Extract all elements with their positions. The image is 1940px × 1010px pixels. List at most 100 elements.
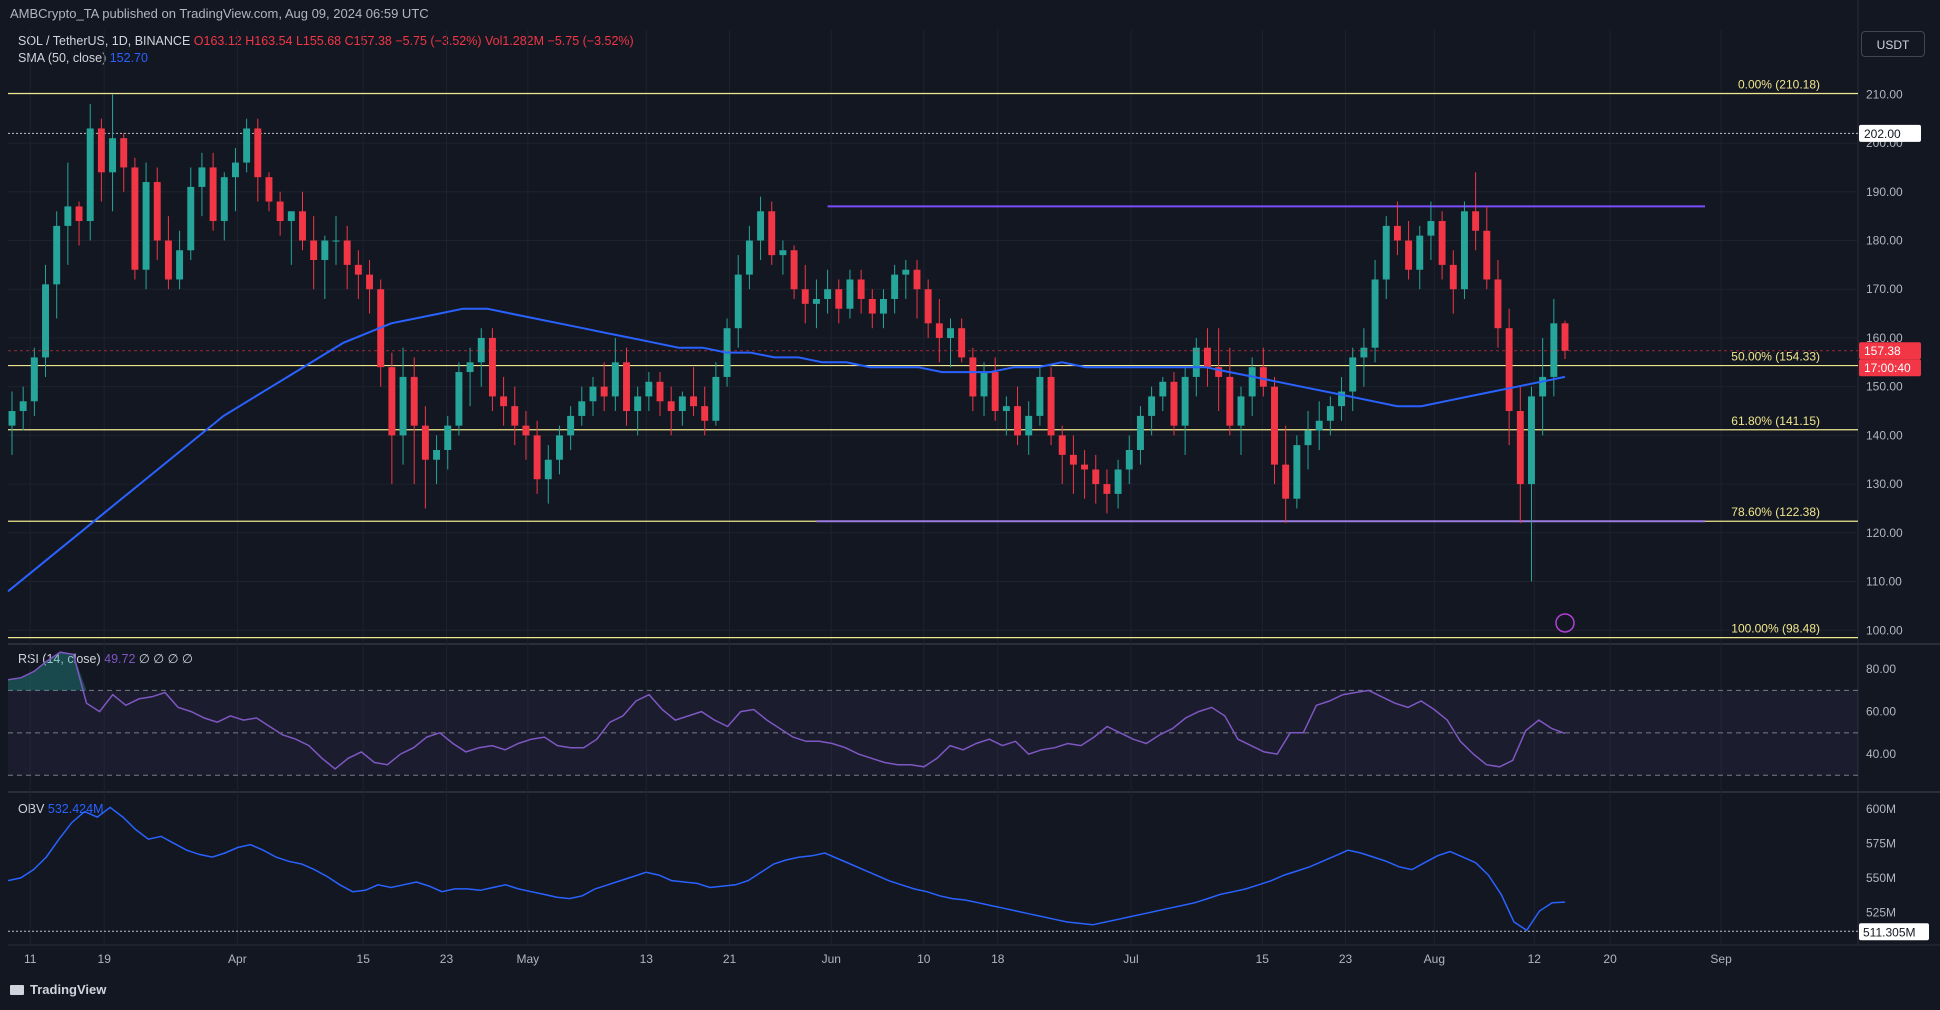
candle-body (500, 396, 508, 407)
candle-body (1192, 347, 1200, 377)
candle-body (287, 211, 295, 222)
candle-body (734, 274, 742, 329)
candle-body (891, 274, 899, 299)
x-tick-label: Apr (228, 952, 247, 966)
y-tick-label: 100.00 (1866, 623, 1903, 637)
sma-path (7, 307, 1566, 593)
fib-label: 0.00% (210.18) (1738, 77, 1820, 91)
candle-body (1204, 347, 1211, 368)
candle-body (276, 201, 284, 222)
y-tick-label: 140.00 (1866, 428, 1903, 442)
candle-body (1427, 221, 1435, 236)
candle-body (1159, 381, 1167, 397)
candle-body (745, 240, 753, 275)
fib-label: 100.00% (98.48) (1731, 622, 1820, 636)
candle-body (678, 396, 686, 412)
candle-body (1315, 420, 1323, 431)
candle-body (1539, 376, 1547, 397)
candle-body (757, 211, 765, 241)
candle-body (913, 269, 921, 290)
candle-body (578, 401, 586, 416)
candle-body (254, 128, 262, 178)
candle-body (176, 250, 184, 280)
candle-body (75, 206, 83, 222)
candle-body (19, 401, 27, 412)
currency-button[interactable]: USDT (1861, 31, 1925, 57)
candle-body (1360, 347, 1368, 358)
x-tick-label: 15 (1256, 952, 1270, 966)
candle-body (768, 211, 776, 256)
candle-body (1181, 376, 1189, 426)
sma-line (7, 307, 1566, 593)
candle-body (310, 240, 318, 260)
tradingview-logo[interactable]: TradingView (10, 982, 106, 997)
candle-body (533, 435, 541, 480)
candle-body (1460, 211, 1468, 290)
countdown-label-box (1859, 359, 1921, 377)
sma-legend[interactable]: SMA (50, close) 152.70 (18, 51, 148, 65)
candle-body (1081, 464, 1089, 470)
x-tick-label: 20 (1603, 952, 1617, 966)
candle-body (198, 167, 206, 187)
candle-body (1516, 411, 1524, 485)
candle-body (924, 289, 932, 324)
rsi-label: RSI (14, close) (18, 652, 101, 666)
candle-body (1170, 381, 1178, 426)
x-tick-label: 18 (991, 952, 1005, 966)
candle-body (645, 381, 653, 397)
candle-body (455, 372, 463, 426)
candle-body (354, 264, 362, 275)
candle-body (97, 128, 105, 173)
publish-header: AMBCrypto_TA published on TradingView.co… (10, 6, 429, 21)
obv-panel (7, 806, 1858, 932)
candle-body (947, 328, 954, 338)
candle-body (231, 162, 239, 178)
candle-body (366, 274, 373, 290)
candle-body (220, 177, 228, 222)
candle-body (589, 386, 597, 402)
fib-levels: 0.00% (210.18) 50.00% (154.33) 61.80% (141… (8, 77, 1858, 639)
candle-body (991, 372, 999, 412)
candle-body (399, 376, 407, 436)
candle-body (1271, 386, 1278, 465)
candle-body (1215, 367, 1223, 377)
obv-tick-label: 550M (1866, 871, 1896, 885)
candle-body (332, 240, 340, 242)
last-price-label: 157.38 (1864, 344, 1901, 358)
candle-body (667, 401, 675, 412)
candle-body (1237, 396, 1245, 426)
candle-body (1416, 235, 1424, 270)
candle-body (444, 425, 452, 450)
candle-body (421, 425, 429, 460)
candle-body (164, 240, 172, 280)
candle-body (1114, 469, 1122, 494)
price-label-box (1859, 124, 1921, 142)
rsi-overbought-fill (8, 652, 1565, 691)
grid (8, 0, 1940, 946)
candle-body (857, 279, 865, 299)
candle-body (1058, 435, 1066, 455)
candle-body (1393, 225, 1401, 241)
candle-body (1036, 376, 1044, 416)
candle-body (265, 177, 273, 202)
candles (8, 94, 1858, 582)
x-tick-label: 12 (1528, 952, 1542, 966)
candle-body (969, 357, 977, 397)
tradingview-logo-text: TradingView (30, 982, 107, 997)
x-tick-label: 23 (1339, 952, 1353, 966)
candle-body (555, 435, 563, 460)
x-tick-label: 11 (24, 952, 37, 966)
sma-label: SMA (50, close) (18, 51, 107, 65)
candle-body (187, 186, 195, 251)
price-label: 202.00 (1864, 127, 1901, 141)
rsi-legend[interactable]: RSI (14, close) 49.72 ∅ ∅ ∅ ∅ (18, 651, 193, 666)
candle-body (488, 337, 496, 397)
obv-legend[interactable]: OBV 532.424M (18, 802, 104, 816)
obv-price-label-box (1859, 923, 1929, 941)
candle-body (1528, 396, 1535, 485)
candle-body (1438, 221, 1446, 265)
x-tick-label: 10 (917, 952, 931, 966)
candle-body (1483, 230, 1491, 280)
candle-body (902, 269, 910, 275)
